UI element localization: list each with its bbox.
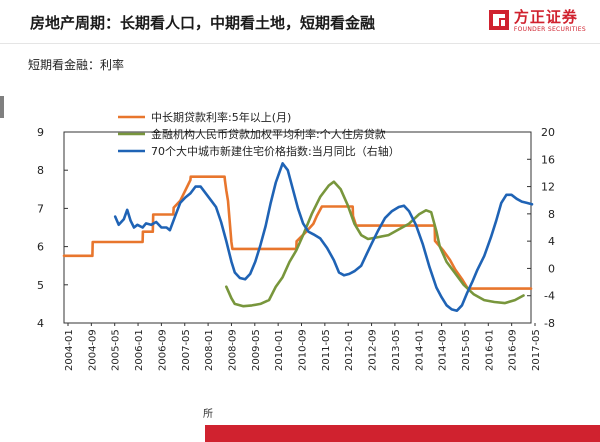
- founder-logo-icon: [488, 10, 509, 30]
- footer-bar: [205, 425, 600, 442]
- x-axis-tick-label: 2012-09: [368, 329, 379, 371]
- right-axis-tick-label: 12: [541, 181, 555, 194]
- right-axis-tick-label: 4: [548, 235, 555, 248]
- x-axis-tick-label: 2014-01: [414, 329, 425, 371]
- x-axis-tick-label: 2016-01: [484, 329, 495, 371]
- left-axis-tick-label: 8: [37, 164, 44, 177]
- left-axis-tick-label: 4: [37, 317, 44, 330]
- right-axis-tick-label: 16: [541, 153, 555, 166]
- x-axis-tick-label: 2004-01: [64, 329, 75, 371]
- legend-label-3: 70个大中城市新建住宅价格指数:当月同比（右轴）: [151, 144, 400, 158]
- right-axis-tick-label: 8: [548, 208, 555, 221]
- x-axis-tick-label: 2016-09: [508, 329, 519, 371]
- left-axis-tick-label: 5: [37, 279, 44, 292]
- x-axis-tick-label: 2005-05: [111, 329, 122, 371]
- x-axis-tick-label: 2004-09: [87, 329, 98, 371]
- x-axis-tick-label: 2006-01: [134, 329, 145, 371]
- x-axis-tick-label: 2007-05: [181, 329, 192, 371]
- x-axis-tick-label: 2008-01: [204, 329, 215, 371]
- brand-name: 方正证券: [513, 8, 578, 26]
- x-axis-tick-label: 2013-05: [391, 329, 402, 371]
- x-axis-tick-label: 2012-01: [344, 329, 355, 371]
- x-axis-tick-label: 2009-05: [251, 329, 262, 371]
- x-axis-tick-label: 2015-05: [461, 329, 472, 371]
- legend-label-1: 中长期贷款利率:5年以上(月): [151, 110, 291, 124]
- x-axis-tick-label: 2014-09: [438, 329, 449, 371]
- legend-label-2: 金融机构人民币贷款加权平均利率:个人住房贷款: [151, 127, 386, 141]
- x-axis-tick-label: 2010-09: [298, 329, 309, 371]
- left-axis-tick-label: 6: [37, 241, 44, 254]
- brand-english-name: FOUNDER SECURITIES: [513, 26, 586, 33]
- series-line-3: [113, 162, 534, 312]
- left-axis-tick-label: 9: [37, 126, 44, 139]
- x-axis-tick-label: 2011-05: [321, 329, 332, 371]
- header-divider: [0, 43, 600, 44]
- right-axis-tick-label: -8: [544, 317, 555, 330]
- right-axis-tick-label: 20: [541, 126, 555, 139]
- right-axis-tick-label: 0: [548, 262, 555, 275]
- x-axis-tick-label: 2006-09: [157, 329, 168, 371]
- page-title: 房地产周期：长期看人口，中期看土地，短期看金融: [30, 14, 376, 32]
- x-axis-tick-label: 2017-05: [531, 329, 542, 371]
- source-note: 所: [203, 409, 213, 420]
- x-axis-tick-label: 2008-09: [227, 329, 238, 371]
- x-axis-tick-label: 2010-01: [274, 329, 285, 371]
- plot-frame: [63, 131, 532, 324]
- left-axis-tick-label: 7: [37, 202, 44, 215]
- series-line-2: [225, 180, 525, 308]
- right-axis-tick-label: -4: [544, 290, 555, 303]
- section-subtitle: 短期看金融：利率: [28, 58, 125, 72]
- slide-edge-marker: [0, 96, 4, 118]
- series-line-1: [62, 175, 533, 290]
- brand-logo: 方正证券 FOUNDER SECURITIES: [488, 8, 586, 33]
